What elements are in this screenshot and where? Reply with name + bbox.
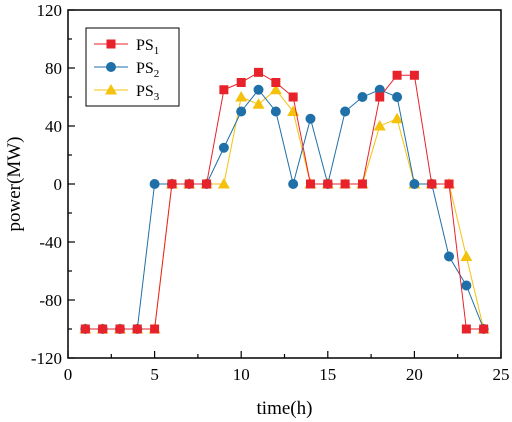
- series-1-point: [461, 324, 471, 334]
- series-1-point: [150, 324, 160, 334]
- series-1: [80, 67, 489, 334]
- series-2-point: [253, 84, 264, 95]
- x-axis-title: time(h): [257, 398, 313, 419]
- series-1-point: [409, 70, 419, 80]
- series-2-line: [85, 88, 485, 330]
- series-1-point: [167, 179, 177, 189]
- series-layer: [79, 67, 490, 334]
- series-1-point: [427, 179, 437, 189]
- series-1-point: [271, 78, 281, 87]
- series-2-point: [218, 142, 229, 153]
- series-1-point: [479, 324, 489, 334]
- series-1-point: [340, 179, 350, 189]
- y-tick-label: -120: [31, 349, 62, 368]
- series-3-point: [460, 250, 473, 261]
- series-2-point: [374, 84, 385, 95]
- axes: 0 5 10 15 20 25 -120 -80 -40 0 40 80 120 time(h) power…: [4, 1, 510, 419]
- legend-marker: [105, 84, 117, 95]
- series-1-point: [323, 179, 333, 189]
- series-1-point: [219, 85, 229, 95]
- series-2-point: [340, 106, 351, 117]
- series-1-point: [444, 179, 454, 189]
- y-tick-label: 0: [54, 175, 63, 194]
- series-3-point: [269, 83, 282, 95]
- x-tick-label: 0: [64, 365, 73, 384]
- series-2-point: [305, 113, 316, 124]
- y-tick-label: 40: [45, 117, 62, 136]
- series-2-point: [236, 106, 247, 117]
- legend-marker: [106, 62, 116, 72]
- legend-item-2: PS2: [94, 60, 159, 80]
- x-tick-label: 15: [319, 365, 336, 384]
- series-2-point: [461, 280, 472, 291]
- series-1-point: [375, 92, 385, 102]
- series-1-point: [236, 78, 246, 87]
- y-tick-label: 120: [37, 1, 63, 20]
- legend-label: PS2: [136, 60, 159, 80]
- x-tick-label: 10: [233, 365, 250, 384]
- series-1-point: [392, 70, 402, 80]
- series-3-point: [287, 105, 300, 116]
- series-1-point: [98, 324, 108, 334]
- legend-label: PS1: [136, 37, 159, 57]
- x-tick-label: 25: [493, 365, 510, 384]
- series-1-point: [254, 67, 264, 77]
- x-tick-label: 5: [150, 365, 159, 384]
- series-2-point: [288, 179, 299, 189]
- series-2-point: [149, 179, 160, 189]
- series-3-point: [217, 178, 230, 189]
- series-2: [80, 84, 489, 334]
- series-1-point: [202, 179, 212, 189]
- series-1-point: [115, 324, 125, 334]
- series-2-point: [392, 92, 403, 102]
- series-1-point: [184, 179, 194, 189]
- y-axis-title: power(MW): [4, 137, 25, 232]
- series-1-line: [85, 71, 484, 330]
- series-1-point: [357, 179, 367, 189]
- series-1-point: [305, 179, 315, 189]
- series-1-point: [132, 324, 142, 334]
- y-tick-label: -40: [39, 233, 62, 252]
- series-3-line: [85, 89, 485, 330]
- x-tick-label: 20: [406, 365, 423, 384]
- y-tick-label: 80: [45, 59, 62, 78]
- series-2-point: [270, 106, 281, 117]
- series-3-point: [235, 91, 248, 102]
- series-2-point: [357, 92, 368, 102]
- series-2-point: [409, 179, 420, 189]
- series-1-point: [288, 92, 298, 102]
- legend-item-1: PS1: [94, 37, 159, 57]
- series-3-point: [373, 120, 386, 131]
- series-3-point: [391, 112, 404, 124]
- series-2-point: [444, 251, 455, 262]
- series-1-point: [80, 324, 90, 334]
- legend-marker: [106, 39, 116, 49]
- y-tick-label: -80: [39, 291, 62, 310]
- series-3-point: [252, 98, 265, 109]
